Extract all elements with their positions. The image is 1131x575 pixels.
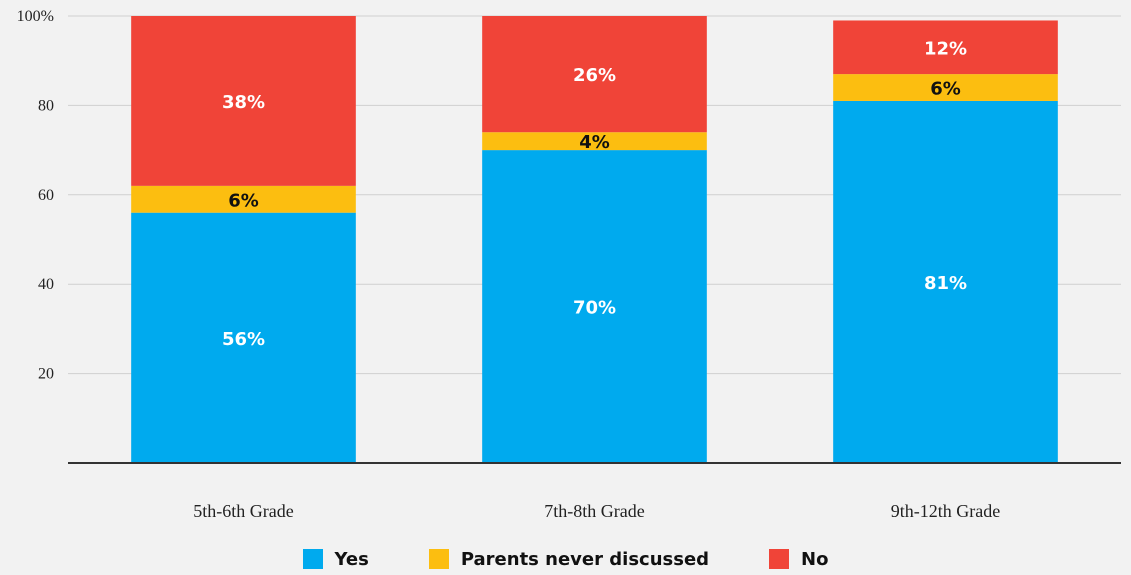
data-label: 6%: [930, 79, 961, 100]
bar-segment: [131, 16, 356, 186]
y-tick-label: 100%: [17, 8, 54, 25]
bar-segment: [131, 185, 356, 213]
legend-label-parents-never-discussed: Parents never discussed: [460, 548, 710, 570]
data-label: 12%: [924, 38, 967, 59]
bar-segment: [833, 100, 1058, 464]
bar-segment: [482, 132, 707, 151]
legend-swatch-yes: [302, 549, 323, 569]
bar-segment: [482, 16, 707, 133]
legend-label-yes: Yes: [334, 548, 369, 570]
data-label: 38%: [222, 92, 265, 113]
legend: Yes Parents never discussed No: [0, 544, 1131, 574]
y-tick-label: 40: [38, 276, 54, 293]
data-label: 26%: [573, 65, 616, 86]
legend-label-no: No: [801, 548, 829, 570]
bar-segment: [833, 74, 1058, 101]
legend-item-parents-never-discussed: Parents never discussed: [428, 548, 710, 570]
x-tick-label: 9th-12th Grade: [891, 501, 1000, 521]
legend-swatch-parents-never-discussed: [428, 549, 449, 569]
legend-item-yes: Yes: [302, 548, 369, 570]
legend-item-no: No: [769, 549, 828, 570]
data-label: 81%: [924, 273, 967, 294]
data-label: 56%: [222, 329, 265, 350]
legend-swatch-no: [769, 549, 790, 569]
data-label: 6%: [228, 190, 259, 211]
x-tick-label: 7th-8th Grade: [544, 501, 644, 521]
x-tick-label: 5th-6th Grade: [193, 501, 293, 521]
y-tick-label: 20: [38, 366, 54, 383]
bar-segment: [482, 150, 707, 463]
y-tick-label: 80: [38, 97, 54, 114]
data-label: 4%: [579, 132, 610, 153]
bar-segment: [833, 20, 1058, 75]
bar-segment: [131, 212, 356, 463]
y-tick-label: 60: [38, 187, 54, 204]
data-label: 70%: [573, 298, 616, 319]
